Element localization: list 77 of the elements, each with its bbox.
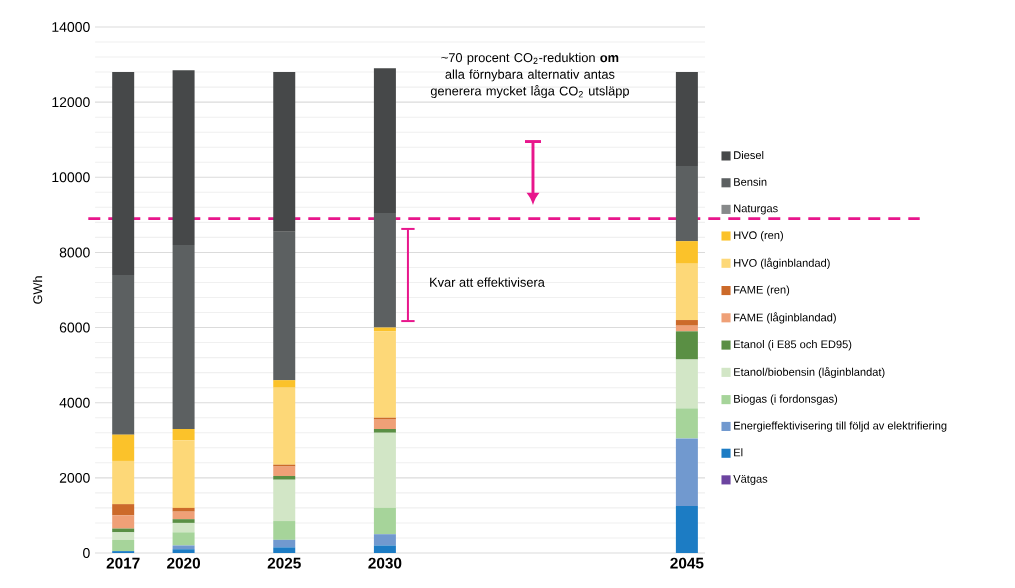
bar (112, 434, 135, 461)
bar (172, 440, 195, 508)
bar (675, 72, 698, 166)
x-tick-label: 2025 (267, 557, 301, 569)
bar (273, 380, 296, 388)
legend-label: HVO (ren) (734, 231, 783, 242)
bar (112, 515, 135, 529)
bar (273, 479, 296, 522)
legend-label: FAME (låginblandad) (734, 312, 836, 324)
y-tick-label: 8000 (59, 247, 90, 258)
bar (172, 519, 195, 523)
bar (273, 547, 296, 553)
bar (373, 432, 396, 508)
x-tick-label: 2030 (368, 557, 402, 569)
y-tick-label: 0 (83, 548, 90, 558)
bar (112, 504, 135, 516)
legend-label: El (734, 448, 743, 457)
annotation: Kvar att effektivisera (430, 277, 545, 287)
bar (373, 212, 396, 328)
legend-label: Etanol/biobensin (låginblandat) (734, 366, 885, 379)
bar (273, 387, 296, 465)
bar (373, 429, 396, 433)
x-tick-label: 2045 (670, 557, 704, 569)
legend-label: Biogas (i fordonsgas) (734, 394, 838, 405)
bar (172, 511, 195, 520)
legend-label: Vätgas (733, 475, 768, 485)
bar (675, 263, 698, 321)
bar (273, 521, 296, 540)
bar (675, 241, 698, 264)
x-tick-label: 2017 (106, 557, 140, 569)
bar (112, 460, 135, 505)
bar (112, 539, 135, 552)
bar (373, 68, 396, 213)
legend-label: FAME (ren) (734, 285, 790, 296)
legend-label: Energieffektivisering till följd av elektrifiering (734, 421, 947, 432)
bar (172, 507, 195, 512)
bar (373, 331, 396, 418)
bar (172, 244, 195, 429)
x-tick-label: 2020 (167, 557, 201, 569)
annotation: ~70 procent CO$_{2}$-reduktion om alla förnybara alternativ antas generera mycket låga CO$_{2}$ utsläpp (430, 52, 629, 98)
bar (172, 429, 195, 441)
bar (273, 475, 296, 480)
y-tick-label: 4000 (59, 397, 90, 408)
y-tick-label: 14000 (52, 22, 90, 32)
y-tick-label: 6000 (59, 322, 90, 333)
bar (172, 532, 195, 546)
bar (675, 506, 698, 553)
bar (373, 545, 396, 553)
bar (373, 534, 396, 546)
bar (675, 359, 698, 409)
legend-label: HVO (låginblandad) (734, 257, 830, 270)
legend-label: Bensin (734, 177, 767, 186)
bar (172, 522, 195, 533)
legend-label: Naturgas (734, 204, 778, 215)
y-tick-label: 2000 (59, 472, 90, 483)
bar (675, 166, 698, 242)
bar (675, 331, 698, 360)
bar (675, 438, 698, 507)
bar (172, 70, 195, 245)
bar (273, 539, 296, 548)
y-tick-label: 10000 (52, 172, 90, 183)
bar (112, 274, 135, 435)
bar (373, 507, 396, 535)
y-tick-label: 12000 (52, 97, 90, 108)
bar (273, 466, 296, 476)
bar (675, 408, 698, 439)
bar (373, 419, 396, 429)
y-axis-title: GWh (32, 276, 43, 304)
bar (112, 532, 135, 540)
bar (273, 231, 296, 381)
legend-label: Etanol (i E85 och ED95) (734, 340, 852, 351)
legend-label: Diesel (734, 150, 764, 160)
bar (675, 320, 698, 326)
bar (172, 549, 195, 553)
bar (112, 72, 135, 275)
bar (273, 72, 296, 232)
bar (172, 545, 195, 550)
